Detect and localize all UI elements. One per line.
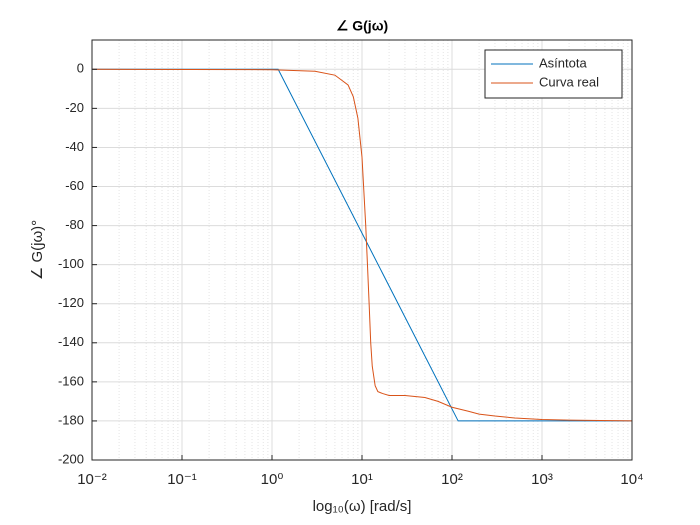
chart-title: ∠ G(jω) (336, 18, 388, 34)
y-tick-label: -160 (58, 373, 84, 388)
y-tick-label: -100 (58, 256, 84, 271)
x-tick-label: 10⁻¹ (167, 471, 197, 488)
legend-label: Curva real (539, 74, 599, 89)
y-axis-label: ∠ G(jω)° (29, 220, 46, 280)
y-tick-label: 0 (77, 61, 84, 76)
x-tick-label: 10² (441, 471, 463, 488)
x-axis-label: log₁₀(ω) [rad/s] (313, 498, 412, 515)
y-tick-label: -20 (65, 100, 84, 115)
y-tick-label: -120 (58, 295, 84, 310)
y-tick-label: -60 (65, 178, 84, 193)
legend-box (484, 49, 623, 99)
y-tick-label: -80 (65, 217, 84, 232)
y-tick-label: -140 (58, 334, 84, 349)
x-tick-label: 10³ (531, 471, 553, 488)
x-tick-label: 10⁴ (620, 471, 643, 488)
series-line (91, 68, 633, 422)
y-tick-label: -40 (65, 139, 84, 154)
legend-label: Asíntota (539, 55, 587, 70)
x-tick-label: 10⁻² (77, 471, 107, 488)
x-tick-label: 10⁰ (261, 471, 284, 488)
x-tick-label: 10¹ (351, 471, 373, 488)
y-tick-label: -200 (58, 451, 84, 466)
y-tick-label: -180 (58, 412, 84, 427)
